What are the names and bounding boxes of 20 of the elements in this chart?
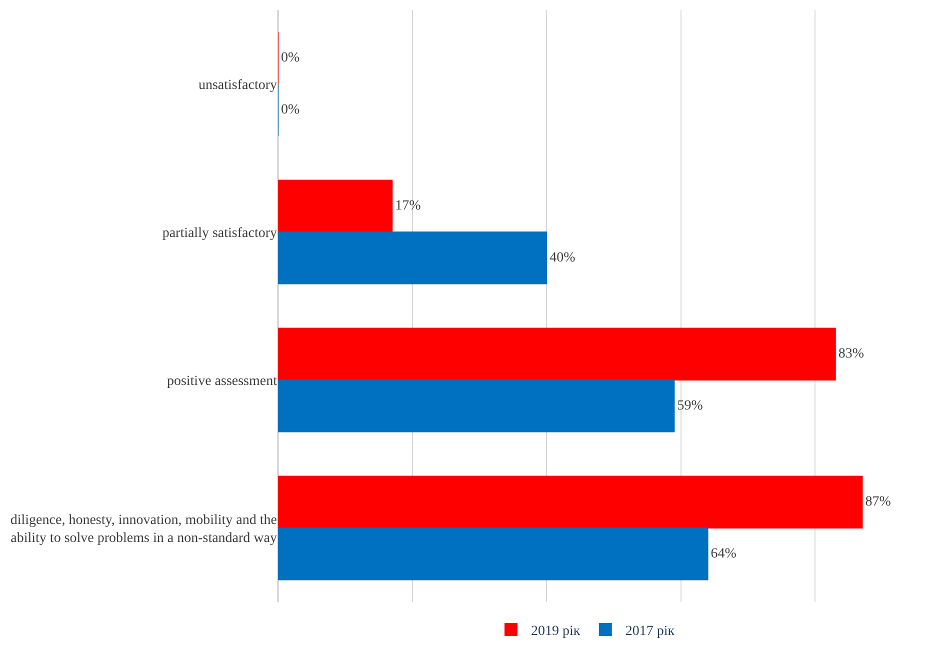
data-label: 17% <box>395 198 422 214</box>
data-label: 83% <box>838 346 864 362</box>
bar <box>278 476 863 528</box>
data-label: 59% <box>677 398 704 414</box>
y-tick-label: diligence, honesty, innovation, mobility and the ability to solve problems in a non-standard way <box>10 512 277 546</box>
data-label: 40% <box>550 250 576 266</box>
data-label: 0% <box>281 50 300 66</box>
bar <box>278 180 393 232</box>
legend-label: 2019 рік <box>531 624 580 639</box>
data-label: 87% <box>865 494 892 510</box>
data-label: 0% <box>281 102 300 118</box>
y-tick-label: unsatisfactory <box>198 78 277 93</box>
y-tick-label: partially satisfactory <box>162 226 277 241</box>
y-tick-label: positive assessment <box>166 374 278 389</box>
data-label: 64% <box>710 546 737 562</box>
legend-label: 2017 рік <box>625 624 675 639</box>
bar <box>278 328 836 380</box>
bar <box>278 528 708 580</box>
bar <box>278 232 548 284</box>
bar <box>278 380 675 432</box>
